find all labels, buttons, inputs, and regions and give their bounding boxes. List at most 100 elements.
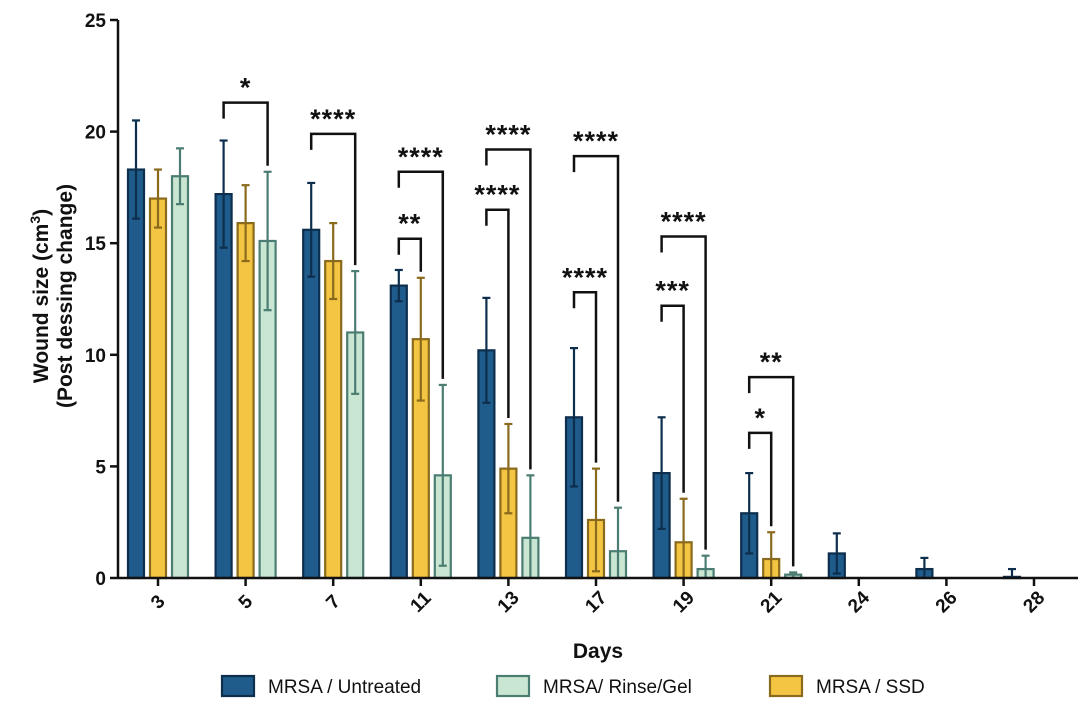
bar-mrsa-untreated-day-5 — [214, 192, 233, 580]
significance-layer: ************************************* — [222, 73, 795, 567]
error-bar-series-1-day-21 — [767, 531, 776, 578]
significance-label: ** — [398, 209, 421, 239]
error-bar-series-0-day-17 — [570, 347, 578, 488]
legend: MRSA / Untreated MRSA/ Rinse/Gel MRSA / SS… — [220, 674, 925, 698]
error-bar-series-2-day-13 — [526, 474, 535, 578]
legend-label: MRSA/ Rinse/Gel — [543, 677, 692, 698]
x-tick-label: 17 — [581, 587, 611, 617]
significance-label: **** — [398, 142, 444, 172]
significance-bracket-day-19: **** — [660, 207, 707, 550]
significance-bracket-day-21: ** — [747, 347, 795, 567]
significance-bracket-day-13: **** — [474, 180, 520, 418]
y-axis-title-line1: Wound size (cm — [30, 224, 53, 383]
bracket-line — [485, 208, 510, 418]
bracket-line — [572, 154, 620, 502]
error-bar-series-1-day-7 — [329, 222, 338, 301]
significance-bracket-day-11: ** — [397, 209, 423, 272]
error-bar-series-2-day-11 — [438, 383, 447, 567]
significance-label: **** — [661, 207, 707, 237]
bars-layer — [126, 119, 1022, 580]
y-tick-label: 20 — [85, 123, 106, 144]
x-tick-label: 3 — [147, 591, 169, 613]
bar-mrsa-ssd-day-3 — [148, 197, 168, 580]
bracket-line — [397, 170, 445, 379]
error-bar-series-0-day-11 — [394, 268, 403, 303]
error-bar-series-2-day-3 — [176, 147, 184, 206]
significance-bracket-day-13: **** — [485, 119, 532, 470]
significance-label: **** — [310, 104, 356, 134]
error-bar-series-1-day-11 — [416, 276, 425, 402]
bar-mrsa-untreated-day-11 — [389, 284, 408, 580]
significance-bracket-day-17: **** — [572, 126, 620, 502]
legend-swatch — [768, 674, 804, 698]
y-tick-label: 15 — [85, 234, 107, 255]
legend-label: MRSA / SSD — [816, 677, 925, 698]
error-bar-series-2-day-7 — [351, 270, 360, 395]
x-tick-label: 26 — [932, 587, 962, 617]
significance-bracket-day-11: **** — [397, 142, 445, 379]
significance-bracket-day-7: **** — [309, 104, 357, 266]
y-axis-title: Wound size (cm3) — [27, 209, 53, 383]
x-tick-label: 19 — [669, 587, 699, 617]
bracket-line — [485, 148, 532, 470]
legend-swatch — [220, 674, 256, 698]
error-bar-series-0-day-28 — [1008, 567, 1016, 578]
significance-bracket-day-17: **** — [562, 262, 608, 463]
x-tick-label: 5 — [235, 591, 258, 614]
x-axis-title: Days — [573, 640, 623, 663]
significance-label: ** — [760, 347, 783, 377]
legend-item: MRSA / SSD — [768, 674, 925, 698]
y-tick-label: 25 — [85, 11, 107, 32]
x-tick-label: 7 — [322, 591, 344, 613]
error-bar-series-0-day-19 — [657, 416, 666, 530]
bracket-line — [572, 291, 598, 463]
y-tick-label: 10 — [85, 346, 106, 367]
error-bar-series-2-day-17 — [614, 506, 622, 578]
error-bar-series-1-day-3 — [154, 168, 162, 229]
significance-label: *** — [655, 276, 690, 306]
x-tick-label: 21 — [757, 587, 787, 617]
error-bar-series-1-day-13 — [504, 422, 513, 515]
significance-bracket-day-19: *** — [655, 276, 690, 493]
error-bar-series-0-day-3 — [132, 119, 140, 220]
bracket-line — [309, 132, 357, 266]
error-bar-series-2-day-5 — [263, 170, 272, 312]
error-bar-series-1-day-17 — [592, 467, 600, 573]
bar-mrsa-untreated-day-7 — [302, 228, 321, 580]
significance-bracket-day-5: * — [222, 73, 269, 166]
y-axis-title-superscript: 3 — [27, 216, 43, 224]
bar-mrsa-ssd-day-7 — [324, 259, 343, 580]
error-bar-series-0-day-13 — [482, 296, 491, 404]
y-tick-label: 0 — [95, 569, 106, 590]
bar-mrsa-untreated-day-3 — [126, 168, 146, 580]
significance-label: **** — [474, 180, 520, 210]
y-axis-subtitle: (Post dessing change) — [54, 184, 77, 408]
x-tick-label: 13 — [494, 587, 524, 617]
x-tick-label: 24 — [844, 587, 874, 617]
x-tick-label: 11 — [407, 588, 436, 617]
bracket-line — [660, 304, 685, 493]
legend-item: MRSA/ Rinse/Gel — [495, 674, 692, 698]
x-tick-label: 28 — [1019, 587, 1049, 617]
significance-label: * — [754, 403, 766, 433]
error-bar-series-2-day-19 — [701, 554, 710, 578]
axes-layer — [110, 18, 1078, 586]
error-bar-series-2-day-21 — [789, 571, 798, 577]
error-bar-series-0-day-21 — [745, 471, 754, 555]
error-bar-series-0-day-7 — [307, 181, 316, 278]
legend-item: MRSA / Untreated — [220, 674, 421, 698]
significance-label: **** — [562, 262, 608, 292]
error-bar-series-0-day-5 — [219, 139, 228, 249]
bracket-line — [660, 235, 707, 550]
y-axis-title-close: ) — [30, 209, 53, 216]
significance-label: **** — [485, 119, 531, 149]
error-bar-series-0-day-26 — [920, 556, 929, 578]
significance-label: **** — [573, 126, 619, 156]
bracket-line — [222, 101, 269, 166]
error-bar-series-1-day-5 — [241, 184, 250, 263]
legend-swatch — [495, 674, 531, 698]
bar-mrsa-ssd-day-5 — [236, 222, 255, 580]
bracket-line — [747, 431, 773, 527]
significance-bracket-day-21: * — [747, 403, 773, 527]
